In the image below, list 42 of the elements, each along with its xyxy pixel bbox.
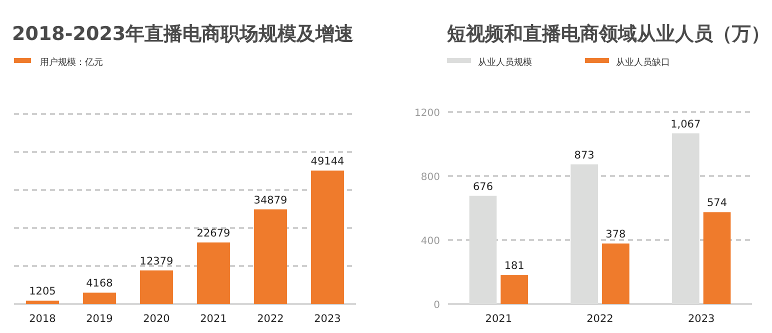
bar: [310, 170, 344, 304]
bar: [602, 244, 630, 304]
chart-title: 2018-2023年直播电商职场规模及增速: [12, 23, 354, 45]
chart-title: 短视频和直播电商领域从业人员（万）: [446, 23, 770, 45]
x-tick-label: 2022: [586, 313, 614, 325]
bar: [26, 300, 60, 304]
y-tick-label: 0: [434, 300, 440, 311]
data-label: 574: [706, 197, 728, 210]
bar: [672, 133, 700, 304]
data-label: 676: [472, 180, 494, 193]
data-label: 1205: [29, 286, 56, 298]
bar: [140, 270, 174, 304]
data-label: 49144: [310, 156, 345, 168]
data-label: 22679: [196, 227, 230, 240]
data-label: 873: [574, 149, 594, 162]
bar: [196, 242, 230, 304]
x-tick-label: 2020: [143, 313, 170, 325]
bar: [254, 209, 288, 304]
bar: [570, 164, 598, 304]
data-label: 181: [504, 260, 524, 272]
x-tick-label: 2022: [257, 313, 284, 325]
data-label: 1,067: [670, 118, 701, 130]
bar: [469, 196, 497, 304]
x-tick-label: 2023: [688, 313, 715, 325]
bar: [500, 275, 528, 304]
x-tick-label: 2021: [485, 313, 512, 325]
data-label: 378: [606, 228, 626, 241]
legend-label: 用户规模：亿元: [40, 57, 103, 68]
data-label: 12379: [140, 255, 174, 268]
y-tick-label: 400: [420, 236, 440, 247]
x-tick-label: 2023: [314, 313, 341, 325]
bar: [82, 292, 116, 304]
data-label: 34879: [254, 194, 288, 206]
y-tick-label: 1200: [414, 108, 440, 119]
data-label: 4168: [86, 278, 113, 290]
x-tick-label: 2021: [200, 313, 227, 325]
bar: [703, 212, 731, 304]
y-tick-label: 800: [420, 172, 440, 183]
legend-label: 从业人员规模: [478, 57, 532, 68]
x-tick-label: 2019: [86, 313, 113, 325]
x-tick-label: 2018: [29, 313, 56, 325]
legend-label: 从业人员缺口: [616, 57, 670, 68]
